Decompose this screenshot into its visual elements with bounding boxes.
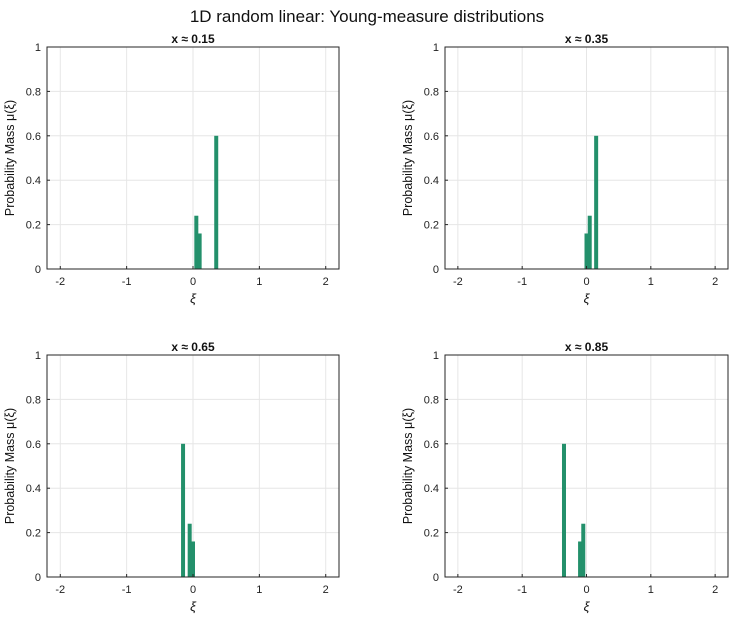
y-tick-label: 0.4 (424, 483, 439, 495)
y-tick-label: 1 (35, 42, 41, 54)
y-tick-label: 0 (35, 264, 41, 276)
bar (587, 215, 592, 269)
x-axis-label: ξ (584, 291, 591, 306)
y-tick-label: 0 (433, 264, 439, 276)
y-tick-label: 1 (433, 350, 439, 362)
x-tick-label: -1 (517, 276, 527, 288)
bar (594, 135, 599, 269)
x-tick-label: 1 (256, 276, 262, 288)
x-tick-label: -2 (453, 584, 463, 596)
x-tick-label: 0 (583, 584, 589, 596)
bar (191, 541, 195, 577)
x-tick-label: 2 (323, 584, 329, 596)
x-tick-label: 1 (256, 584, 262, 596)
y-tick-label: 0.6 (424, 131, 439, 143)
bar (214, 135, 219, 269)
x-tick-label: 2 (712, 584, 718, 596)
x-axis-label: ξ (190, 291, 197, 306)
panel-title: x ≈ 0.35 (565, 32, 609, 46)
x-tick-label: -1 (122, 276, 132, 288)
x-tick-label: -1 (517, 584, 527, 596)
chart-panel-2: -2 -1 0 1 2 0 0.2 0.4 0.6 0.8 1 x ≈ 0.35 ξ Probabilit… (401, 32, 729, 306)
x-tick-label: 1 (648, 584, 654, 596)
y-tick-label: 0.6 (424, 439, 439, 451)
y-tick-label: 1 (35, 350, 41, 362)
y-tick-label: 0.2 (424, 528, 439, 540)
y-tick-label: 0.4 (26, 483, 41, 495)
y-tick-label: 0.4 (424, 175, 439, 187)
chart-panel-4: -2 -1 0 1 2 0 0.2 0.4 0.6 0.8 1 x ≈ 0.85 ξ Probabilit… (401, 340, 729, 614)
x-tick-label: 0 (190, 584, 196, 596)
figure-title: 1D random linear: Young-measure distribu… (190, 7, 544, 26)
x-tick-label: 2 (712, 276, 718, 288)
y-tick-label: 0.2 (424, 220, 439, 232)
panel-title: x ≈ 0.85 (565, 340, 609, 354)
x-tick-label: 0 (190, 276, 196, 288)
x-tick-label: 2 (323, 276, 329, 288)
panel-title: x ≈ 0.65 (171, 340, 215, 354)
y-axis-label: Probability Mass μ(ξ) (401, 408, 415, 524)
y-tick-label: 0.6 (26, 439, 41, 451)
y-tick-label: 0.4 (26, 175, 41, 187)
x-tick-label: 1 (648, 276, 654, 288)
y-tick-label: 0.8 (26, 86, 41, 98)
chart-panel-3: -2 -1 0 1 2 0 0.2 0.4 0.6 0.8 1 x ≈ 0.65 ξ Probabilit… (3, 340, 340, 614)
y-tick-label: 0.2 (26, 220, 41, 232)
y-axis-label: Probability Mass μ(ξ) (401, 100, 415, 216)
y-tick-label: 1 (433, 42, 439, 54)
x-tick-label: -2 (55, 584, 65, 596)
x-axis-label: ξ (190, 599, 197, 614)
bar (561, 443, 566, 577)
bar (187, 523, 192, 577)
bar (581, 523, 586, 577)
y-tick-label: 0.6 (26, 131, 41, 143)
bar (578, 541, 583, 577)
bar (197, 233, 202, 269)
y-axis-label: Probability Mass μ(ξ) (3, 408, 17, 524)
panel-title: x ≈ 0.15 (171, 32, 215, 46)
x-axis-label: ξ (584, 599, 591, 614)
y-tick-label: 0 (35, 572, 41, 584)
chart-panel-1: -2 -1 0 1 2 0 0.2 0.4 0.6 0.8 1 x ≈ 0.15 ξ Probabilit… (3, 32, 340, 306)
y-tick-label: 0.8 (26, 394, 41, 406)
x-tick-label: -2 (453, 276, 463, 288)
y-tick-label: 0.8 (424, 394, 439, 406)
bar (181, 443, 186, 577)
y-axis-label: Probability Mass μ(ξ) (3, 100, 17, 216)
bar (584, 233, 589, 269)
y-tick-label: 0.8 (424, 86, 439, 98)
bar (194, 215, 199, 269)
x-tick-label: -2 (55, 276, 65, 288)
x-tick-label: -1 (122, 584, 132, 596)
x-tick-label: 0 (583, 276, 589, 288)
y-tick-label: 0 (433, 572, 439, 584)
y-tick-label: 0.2 (26, 528, 41, 540)
